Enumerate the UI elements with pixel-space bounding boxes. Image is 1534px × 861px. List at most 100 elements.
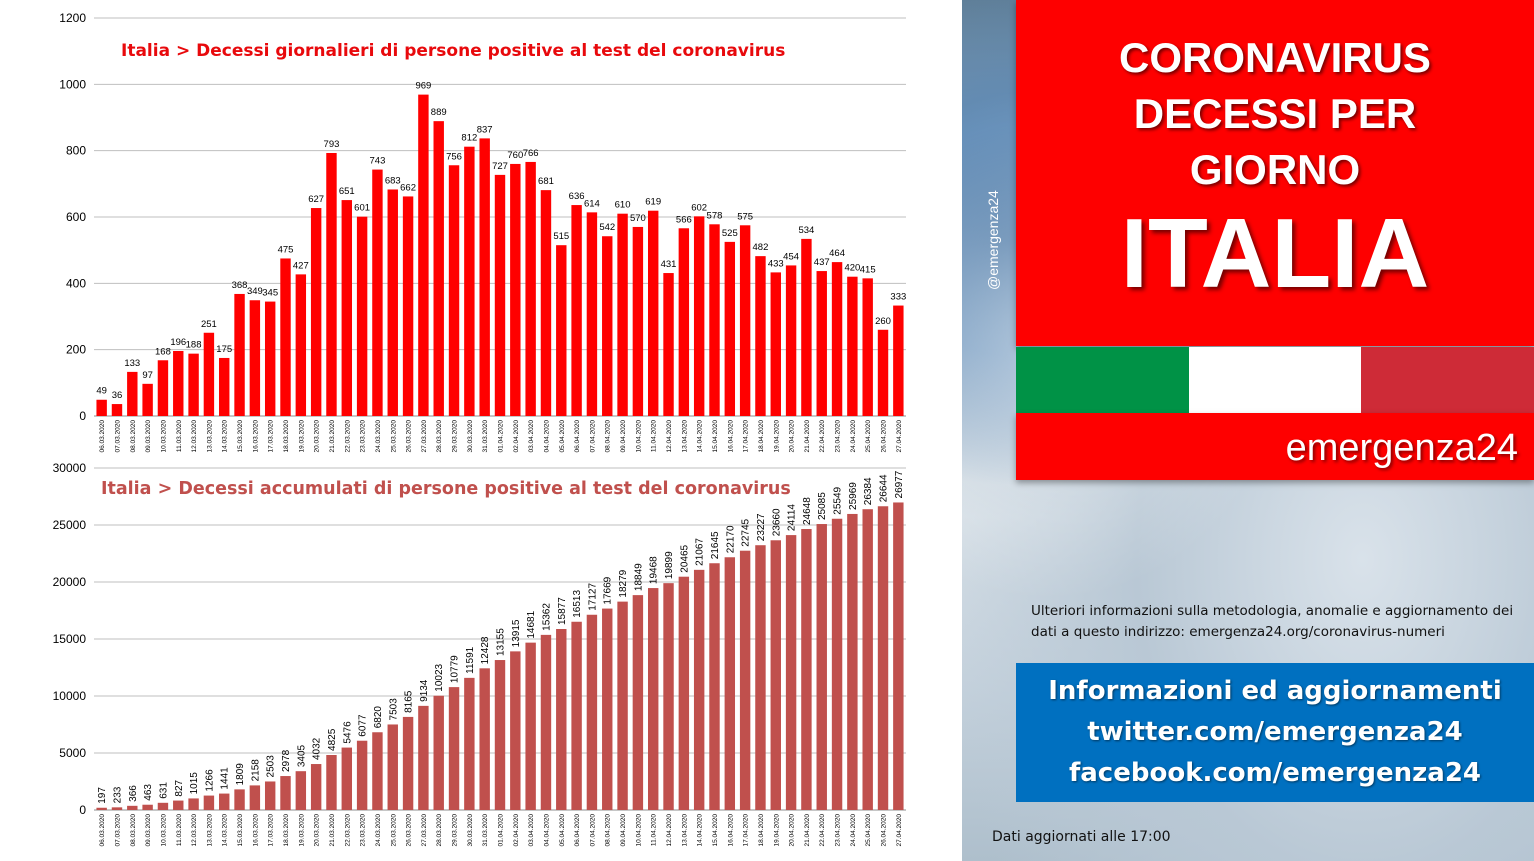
headline-line-1: CORONAVIRUS [1119, 34, 1431, 81]
cumulative-deaths-chart: 0 5000 10000 15000 20000 25000 30000 Italia > D… [53, 461, 906, 847]
daily-bar [234, 293, 245, 416]
daily-bar [356, 216, 368, 416]
cumulative-category-label: 26.03.2020 [406, 814, 413, 847]
daily-value-label: 683 [385, 175, 401, 186]
daily-bar [540, 190, 552, 416]
cumulative-value-label: 18279 [618, 569, 629, 597]
headline-line-3: GIORNO [1189, 146, 1361, 193]
daily-bar [326, 152, 337, 416]
daily-bar [142, 383, 153, 416]
cumulative-bar [295, 771, 307, 810]
cumulative-value-label: 26384 [863, 477, 874, 505]
daily-title: Italia > Decessi giornalieri di persone … [121, 41, 785, 61]
cumulative-value-label: 631 [158, 782, 169, 799]
cumulative-value-label: 1809 [235, 763, 246, 786]
daily-category-label: 13.03.2020 [206, 420, 213, 453]
daily-category-label: 08.04.2020 [605, 420, 612, 453]
cumulative-category-label: 19.04.2020 [773, 814, 780, 847]
headline-box: CORONAVIRUS DECESSI PER GIORNO ITALIA [1016, 0, 1534, 346]
country-name: ITALIA [1120, 198, 1430, 308]
cumulative-bar [96, 807, 107, 810]
daily-value-label: 427 [293, 260, 309, 271]
cumulative-category-label: 07.03.2020 [114, 814, 121, 847]
daily-value-label: 610 [615, 200, 631, 211]
twitter-link[interactable]: twitter.com/emergenza24 [1087, 717, 1463, 747]
cumulative-bar [402, 716, 414, 810]
cumulative-category-label: 26.04.2020 [881, 814, 888, 847]
daily-category-label: 14.03.2020 [222, 420, 229, 453]
cumulative-category-label: 06.03.2020 [99, 814, 106, 847]
cumulative-bar [831, 518, 843, 810]
cumulative-category-label: 31.03.2020 [482, 814, 489, 847]
brand-bar: emergenza24 [1016, 413, 1534, 480]
daily-category-label: 22.03.2020 [344, 420, 351, 453]
cumulative-category-label: 24.04.2020 [850, 814, 857, 847]
daily-ytick-label: 200 [66, 343, 86, 357]
daily-category-label: 30.03.2020 [467, 420, 474, 453]
cumulative-bar [326, 754, 337, 810]
daily-bar [418, 94, 429, 417]
cumulative-category-label: 09.03.2020 [145, 814, 152, 847]
daily-value-label: 97 [142, 370, 153, 381]
daily-ytick-label: 1000 [59, 77, 86, 91]
cumulative-bar [586, 614, 598, 810]
cumulative-category-label: 11.04.2020 [651, 814, 658, 846]
cumulative-bar [739, 550, 751, 810]
cumulative-bar [387, 724, 398, 810]
daily-bar [831, 262, 843, 416]
cumulative-category-label: 03.04.2020 [528, 814, 535, 847]
daily-category-label: 28.03.2020 [436, 420, 443, 453]
daily-bar [877, 329, 889, 416]
daily-category-label: 15.03.2020 [237, 420, 244, 453]
daily-value-label: 515 [553, 231, 569, 242]
daily-value-label: 251 [201, 319, 217, 330]
cumulative-bar [418, 705, 429, 810]
cumulative-bar [203, 795, 215, 810]
daily-category-label: 09.04.2020 [620, 420, 627, 453]
daily-value-label: 345 [262, 288, 278, 299]
cumulative-bar [464, 677, 475, 810]
cumulative-bar [219, 793, 230, 810]
cumulative-bar [280, 776, 291, 810]
cumulative-bar [785, 535, 797, 810]
cumulative-bar [571, 621, 582, 810]
cumulative-value-label: 20465 [679, 544, 690, 572]
daily-category-label: 08.03.2020 [130, 420, 137, 453]
cumulative-title: Italia > Decessi accumulati di persone p… [101, 479, 791, 499]
daily-bar [387, 189, 398, 416]
daily-bar [249, 300, 261, 416]
cumulative-category-label: 27.04.2020 [896, 814, 903, 847]
daily-value-label: 570 [630, 213, 646, 224]
daily-value-label: 415 [860, 264, 876, 275]
cumulative-bar [678, 576, 690, 810]
cumulative-value-label: 4825 [327, 728, 338, 751]
cumulative-category-label: 02.04.2020 [513, 814, 520, 847]
cumulative-category-label: 18.04.2020 [758, 814, 765, 847]
daily-value-label: 812 [461, 133, 477, 144]
cumulative-bar [173, 800, 184, 810]
cumulative-category-label: 24.03.2020 [375, 814, 382, 847]
daily-ytick-label: 0 [79, 409, 86, 423]
daily-value-label: 482 [753, 242, 769, 253]
cumulative-category-label: 01.04.2020 [498, 814, 505, 847]
daily-value-label: 636 [569, 191, 585, 202]
cumulative-value-label: 2978 [281, 749, 292, 772]
daily-value-label: 534 [798, 225, 814, 236]
cumulative-bar [142, 804, 153, 810]
cumulative-bar [157, 802, 169, 810]
daily-value-label: 627 [308, 194, 324, 205]
methodology-note: Ulteriori informazioni sulla metodologia… [1031, 603, 1514, 640]
daily-value-label: 681 [538, 176, 554, 187]
cumulative-value-label: 19899 [664, 551, 675, 579]
daily-bar [157, 360, 169, 416]
cumulative-value-label: 8165 [404, 690, 415, 713]
cumulative-category-label: 23.04.2020 [835, 814, 842, 847]
daily-value-label: 431 [661, 259, 677, 270]
daily-bar [847, 276, 858, 416]
social-links-box: Informazioni ed aggiornamenti twitter.co… [1016, 663, 1534, 802]
daily-category-label: 01.04.2020 [498, 420, 505, 453]
facebook-link[interactable]: facebook.com/emergenza24 [1068, 758, 1482, 788]
daily-bar [724, 241, 736, 416]
daily-category-label: 10.03.2020 [160, 420, 167, 453]
cumulative-bar [479, 668, 490, 810]
